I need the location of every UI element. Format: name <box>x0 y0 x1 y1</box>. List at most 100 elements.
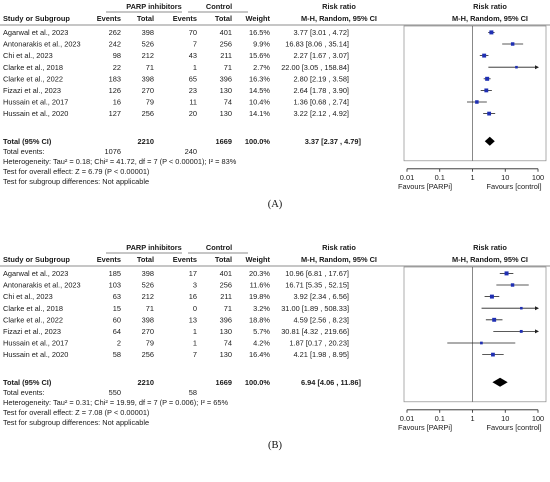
study-point-estimate <box>482 53 487 58</box>
forest-panel-b: PARP inhibitors Control Risk ratio Risk rat… <box>0 243 550 451</box>
total-control: 130 <box>220 109 232 118</box>
study-risk-ratio-ci: 3.92 [2.34 , 6.56] <box>294 292 349 301</box>
study-point-estimate <box>520 306 523 310</box>
header-group-control: Control <box>206 2 232 11</box>
study-point-estimate <box>487 111 492 116</box>
total-label: Total (95% CI) <box>3 137 52 146</box>
events-control: 3 <box>193 281 197 290</box>
total-parp: 398 <box>142 74 154 83</box>
study-name: Fizazi et al., 2023 <box>3 86 61 95</box>
study-name: Antonarakis et al., 2023 <box>3 281 81 290</box>
x-axis-tick-label: 0.1 <box>435 173 445 182</box>
events-control: 23 <box>189 86 197 95</box>
panel-caption: (A) <box>268 199 283 210</box>
header-events-parp: Events <box>97 14 121 23</box>
events-control: 11 <box>189 98 197 107</box>
study-risk-ratio-ci: 22.00 [3.05 , 158.84] <box>281 63 349 72</box>
total-label: Total (95% CI) <box>3 378 52 387</box>
study-name: Clarke et al., 2022 <box>3 74 63 83</box>
total-parp-n: 2210 <box>138 378 154 387</box>
header-group-control: Control <box>206 243 232 252</box>
header-weight: Weight <box>246 255 271 264</box>
total-control: 401 <box>220 28 232 37</box>
total-events-control: 240 <box>185 147 197 156</box>
total-parp: 79 <box>146 98 154 107</box>
study-weight: 2.7% <box>253 63 270 72</box>
plot-frame <box>403 266 547 403</box>
favours-control-label: Favours [control] <box>486 423 541 432</box>
total-events-parp: 550 <box>109 388 121 397</box>
heterogeneity-stat: Heterogeneity: Tau² = 0.18; Chi² = 41.72… <box>3 157 237 166</box>
total-parp: 270 <box>142 327 154 336</box>
study-weight: 16.5% <box>249 28 270 37</box>
study-risk-ratio-ci: 30.81 [4.32 , 219.66] <box>281 327 349 336</box>
total-control: 130 <box>220 327 232 336</box>
study-weight: 9.9% <box>253 40 270 49</box>
study-point-estimate <box>519 329 523 333</box>
events-parp: 63 <box>113 292 121 301</box>
events-parp: 103 <box>109 281 121 290</box>
study-risk-ratio-ci: 1.87 [0.17 , 20.23] <box>289 339 349 348</box>
header-total-control: Total <box>215 255 232 264</box>
study-weight: 4.2% <box>253 339 270 348</box>
study-point-estimate <box>510 283 515 287</box>
study-point-estimate <box>475 100 479 104</box>
header-weight: Weight <box>246 14 271 23</box>
pooled-effect-diamond <box>484 136 495 146</box>
events-parp: 2 <box>117 339 121 348</box>
events-control: 7 <box>193 40 197 49</box>
x-axis-tick-label: 10 <box>501 173 509 182</box>
events-control: 65 <box>189 74 197 83</box>
x-axis-tick-label: 0.1 <box>435 414 445 423</box>
header-plot-method: M-H, Random, 95% CI <box>452 255 528 264</box>
study-point-estimate <box>489 294 494 299</box>
study-weight: 5.7% <box>253 327 270 336</box>
header-study: Study or Subgroup <box>3 14 70 23</box>
total-control-n: 1669 <box>216 378 232 387</box>
pooled-effect-diamond <box>492 377 508 387</box>
study-risk-ratio-ci: 16.71 [5.35 , 52.15] <box>285 281 349 290</box>
header-events-control: Events <box>173 255 197 264</box>
x-axis-tick-label: 100 <box>532 173 544 182</box>
total-parp: 526 <box>142 40 154 49</box>
total-parp: 212 <box>142 292 154 301</box>
events-control: 16 <box>189 292 197 301</box>
study-risk-ratio-ci: 4.21 [1.98 , 8.95] <box>294 350 349 359</box>
study-risk-ratio-ci: 10.96 [6.81 , 17.67] <box>285 269 349 278</box>
total-parp: 256 <box>142 109 154 118</box>
study-name: Clarke et al., 2022 <box>3 315 63 324</box>
total-control: 396 <box>220 315 232 324</box>
total-events-label: Total events: <box>3 147 45 156</box>
total-events-label: Total events: <box>3 388 45 397</box>
events-control: 70 <box>189 28 197 37</box>
study-point-estimate <box>492 317 497 322</box>
events-parp: 58 <box>113 350 121 359</box>
total-events-parp: 1076 <box>105 147 121 156</box>
total-parp: 71 <box>146 63 154 72</box>
study-name: Clarke et al., 2018 <box>3 63 63 72</box>
events-control: 1 <box>193 339 197 348</box>
header-plot-risk-ratio: Risk ratio <box>473 2 507 11</box>
x-axis-tick-label: 100 <box>532 414 544 423</box>
study-name: Hussain et al., 2020 <box>3 109 68 118</box>
study-risk-ratio-ci: 3.22 [2.12 , 4.92] <box>294 109 349 118</box>
study-weight: 14.5% <box>249 86 270 95</box>
events-parp: 242 <box>109 40 121 49</box>
events-parp: 183 <box>109 74 121 83</box>
subgroup-differences-test: Test for subgroup differences: Not appli… <box>3 177 149 186</box>
header-total-control: Total <box>215 14 232 23</box>
events-control: 1 <box>193 63 197 72</box>
total-parp: 270 <box>142 86 154 95</box>
total-parp-n: 2210 <box>138 137 154 146</box>
study-weight: 19.8% <box>249 292 270 301</box>
study-risk-ratio-ci: 31.00 [1.89 , 508.33] <box>281 304 349 313</box>
study-weight: 15.6% <box>249 51 270 60</box>
events-control: 17 <box>189 269 197 278</box>
study-name: Clarke et al., 2018 <box>3 304 63 313</box>
study-weight: 10.4% <box>249 98 270 107</box>
favours-parpi-label: Favours [PARPi] <box>398 182 452 191</box>
events-parp: 98 <box>113 51 121 60</box>
total-control: 256 <box>220 281 232 290</box>
study-name: Antonarakis et al., 2023 <box>3 40 81 49</box>
total-control: 401 <box>220 269 232 278</box>
